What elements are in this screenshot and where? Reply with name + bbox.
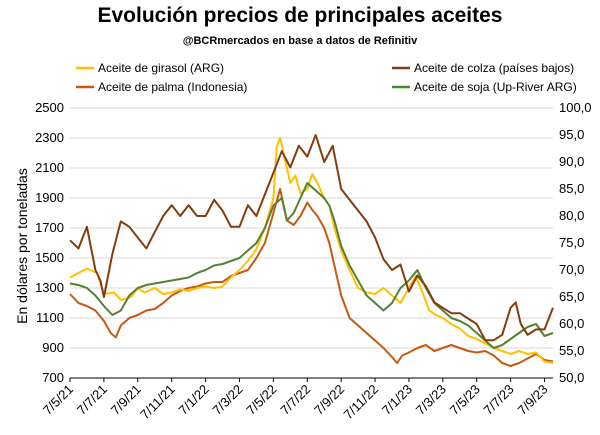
- x-tick-label: 7/7/22: [277, 382, 313, 418]
- y-tick-label: 2500: [35, 100, 64, 115]
- y-tick-label: 1900: [35, 190, 64, 205]
- series-lines: [69, 134, 554, 367]
- x-tick-label: 7/11/22: [341, 382, 382, 423]
- series-line-4: [69, 182, 554, 349]
- y2-tick-label: 55,0: [559, 343, 584, 358]
- legend-label: Aceite de girasol (ARG): [98, 61, 224, 75]
- y-axis-left: 700 900 1100 1300 1500 1700 1900 2100 2300 2500: [35, 100, 64, 385]
- x-tick-label: 7/9/23: [514, 382, 550, 418]
- y2-tick-label: 90,0: [559, 154, 584, 169]
- x-axis: 7/5/217/7/217/9/217/11/217/1/227/3/227/5…: [40, 377, 553, 423]
- y-tick-label: 1700: [35, 220, 64, 235]
- y2-tick-label: 85,0: [559, 181, 584, 196]
- legend-label: Aceite de palma (Indonesia): [98, 80, 247, 94]
- y2-tick-label: 65,0: [559, 289, 584, 304]
- gridlines: [70, 107, 553, 379]
- legend-label: Aceite de colza (países bajos): [414, 61, 574, 75]
- x-tick-label: 7/7/23: [481, 382, 517, 418]
- y-tick-label: 900: [42, 340, 64, 355]
- x-tick-label: 7/5/21: [40, 382, 76, 418]
- y2-tick-label: 95,0: [559, 127, 584, 142]
- series-line-1: [69, 137, 554, 364]
- chart-subtitle: @BCRmercados en base a datos de Refiniti…: [182, 35, 418, 47]
- x-tick-label: 7/1/23: [379, 382, 415, 418]
- y2-tick-label: 100,0: [559, 100, 592, 115]
- y2-tick-label: 60,0: [559, 316, 584, 331]
- y-tick-label: 1100: [36, 310, 64, 325]
- y-axis-right: 50,0 55,0 60,0 65,0 70,0 75,0 80,0 85,0 90,0 95,0…: [559, 100, 592, 385]
- y-axis-label: En dólares por toneladas: [14, 168, 30, 324]
- y2-tick-label: 70,0: [559, 262, 584, 277]
- x-tick-label: 7/5/22: [243, 382, 279, 418]
- y2-tick-label: 80,0: [559, 208, 584, 223]
- series-line-3: [69, 134, 554, 342]
- series-line-2: [69, 188, 554, 367]
- x-tick-label: 7/1/22: [176, 382, 212, 418]
- y-tick-label: 700: [42, 370, 64, 385]
- legend-label: Aceite de soja (Up-River ARG): [414, 80, 577, 94]
- x-tick-label: 7/7/21: [74, 382, 110, 418]
- x-tick-label: 7/3/22: [209, 382, 245, 418]
- y-tick-label: 1500: [35, 250, 64, 265]
- chart-title: Evolución precios de principales aceites: [97, 4, 503, 27]
- x-tick-label: 7/5/23: [447, 382, 483, 418]
- y-tick-label: 2300: [35, 130, 64, 145]
- y2-tick-label: 75,0: [559, 235, 584, 250]
- y-tick-label: 2100: [35, 160, 64, 175]
- x-tick-label: 7/3/23: [413, 382, 449, 418]
- y-tick-label: 1300: [35, 280, 64, 295]
- legend: Aceite de girasol (ARG) Aceite de colza (…: [76, 61, 577, 94]
- x-tick-label: 7/11/21: [137, 382, 178, 423]
- y2-tick-label: 50,0: [559, 370, 584, 385]
